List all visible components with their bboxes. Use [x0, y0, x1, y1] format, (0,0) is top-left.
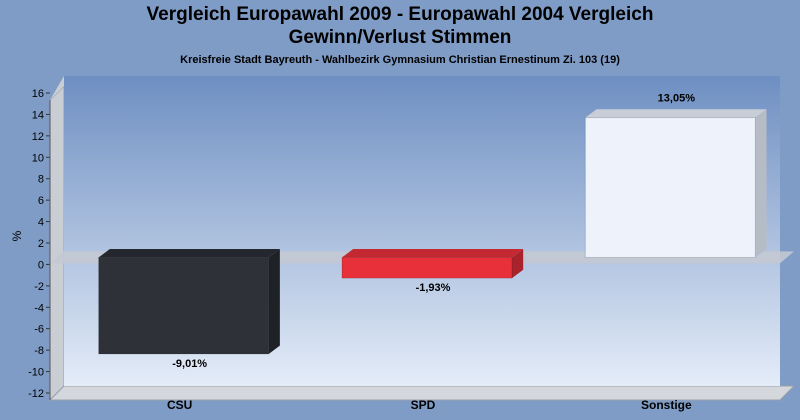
- y-tick-label: 2: [38, 238, 44, 250]
- data-label: -1,93%: [416, 282, 451, 294]
- chart-title-line-2: Gewinn/Verlust Stimmen: [288, 27, 512, 48]
- y-tick-label: -6: [34, 324, 44, 336]
- y-tick-label: 14: [32, 109, 44, 121]
- y-tick-label: -4: [34, 302, 44, 314]
- chart-title-line-1: Vergleich Europawahl 2009 - Europawahl 2…: [146, 4, 654, 25]
- bar-top: [342, 249, 524, 258]
- bar-front: [98, 256, 270, 355]
- bar-side: [268, 249, 280, 354]
- y-tick-label: 8: [38, 174, 44, 186]
- plot-floor: [48, 385, 796, 401]
- bar-front: [584, 117, 756, 258]
- y-tick-label: 6: [38, 195, 44, 207]
- bar-spd: [341, 249, 524, 279]
- chart-title: Vergleich Europawahl 2009 - Europawahl 2…: [0, 3, 800, 49]
- y-tick-label: -10: [28, 367, 44, 379]
- y-tick-label: 16: [32, 88, 44, 100]
- bars: [98, 109, 767, 355]
- y-tick-label: -2: [34, 281, 44, 293]
- bar-csu: [98, 249, 280, 355]
- y-axis: 16 14 12 10 8 6 4 2 0 -2 -4 -6 -8 -10 -12%: [10, 88, 51, 400]
- bar-front: [341, 256, 513, 279]
- bar-top: [98, 249, 280, 258]
- y-tick-label: 12: [32, 131, 44, 143]
- x-category-label: Sonstige: [641, 398, 692, 412]
- x-axis: CSU SPD Sonstige: [167, 398, 692, 412]
- y-tick-label: 0: [38, 259, 44, 271]
- data-label: 13,05%: [658, 93, 696, 105]
- y-tick-label: -12: [28, 388, 44, 400]
- bar-top: [585, 109, 767, 118]
- y-tick-label: 10: [32, 152, 44, 164]
- bar-side: [512, 249, 524, 279]
- plot-side-wall: [49, 84, 65, 402]
- data-label: -9,01%: [172, 358, 207, 370]
- y-tick-label: 4: [38, 217, 44, 229]
- x-category-label: SPD: [411, 398, 436, 412]
- y-axis-label: %: [10, 230, 24, 241]
- chart-subtitle: Kreisfreie Stadt Bayreuth - Wahlbezirk G…: [180, 54, 620, 66]
- x-category-label: CSU: [167, 398, 192, 412]
- data-labels: -9,01% -1,93% 13,05%: [172, 93, 695, 370]
- plot-wall-top: [50, 76, 64, 100]
- bar-sonstige: [584, 109, 767, 258]
- bar-side: [755, 109, 767, 258]
- y-tick-label: -8: [34, 345, 44, 357]
